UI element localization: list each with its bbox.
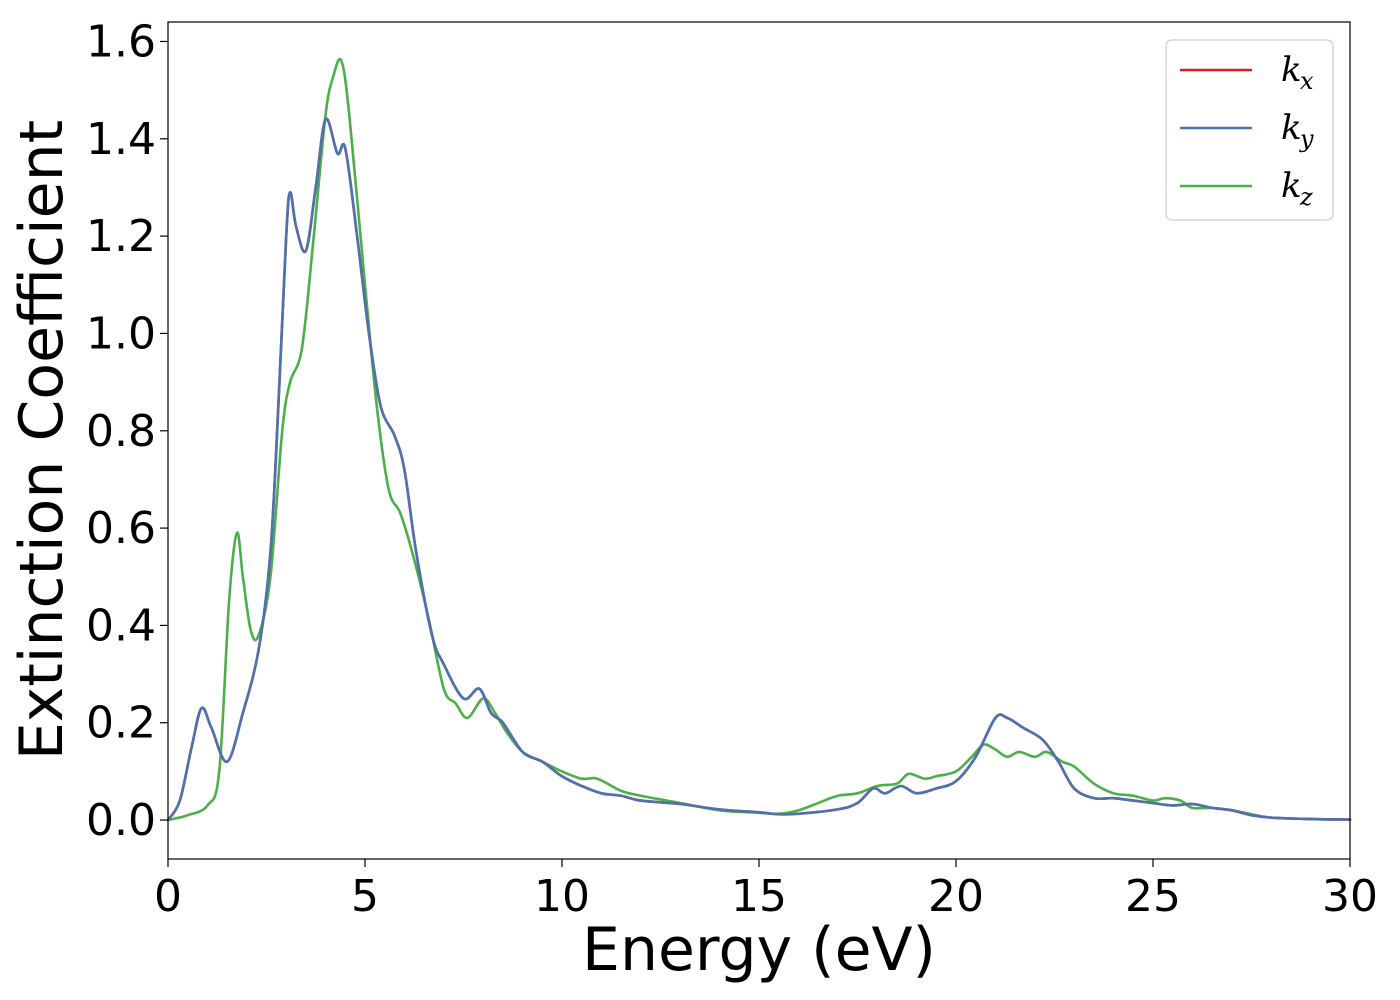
- y-tick-label: 0.6: [86, 503, 156, 554]
- y-axis-title: Extinction Coefficient: [7, 120, 77, 760]
- legend-label-k-z: k: [1281, 166, 1302, 206]
- plot-area: [168, 22, 1350, 859]
- legend-label-k-x: k: [1281, 50, 1302, 90]
- legend-box: [1165, 39, 1334, 221]
- x-axis-title: Energy (eV): [582, 915, 936, 985]
- y-tick-label: 0.2: [86, 698, 156, 749]
- x-tick-label: 30: [1322, 871, 1378, 922]
- x-tick-label: 20: [928, 871, 984, 922]
- y-axis: 0.0 0.2 0.4 0.6 0.8 1.0 1.2 1.4 1.6: [86, 16, 168, 846]
- x-tick-label: 5: [351, 871, 379, 922]
- legend-label-k-y: k: [1281, 108, 1302, 148]
- legend-subscript-k-z: z: [1299, 183, 1313, 211]
- x-axis: 0 5 10 15 20 25 30: [154, 859, 1378, 922]
- legend-subscript-k-y: y: [1299, 125, 1314, 153]
- x-tick-label: 15: [731, 871, 787, 922]
- series-line-k-y: [166, 117, 1352, 822]
- y-tick-label: 1.4: [86, 114, 156, 165]
- y-tick-label: 1.0: [86, 308, 156, 359]
- y-tick-label: 1.6: [86, 16, 156, 67]
- series-layer: [166, 57, 1352, 822]
- y-tick-label: 0.4: [86, 600, 156, 651]
- y-tick-label: 0.0: [86, 795, 156, 846]
- series-line-k-z: [166, 57, 1352, 822]
- x-tick-label: 0: [154, 871, 182, 922]
- x-tick-label: 10: [534, 871, 590, 922]
- y-tick-label: 0.8: [86, 406, 156, 457]
- x-tick-label: 25: [1125, 871, 1181, 922]
- y-tick-label: 1.2: [86, 211, 156, 262]
- legend-subscript-k-x: x: [1300, 67, 1314, 95]
